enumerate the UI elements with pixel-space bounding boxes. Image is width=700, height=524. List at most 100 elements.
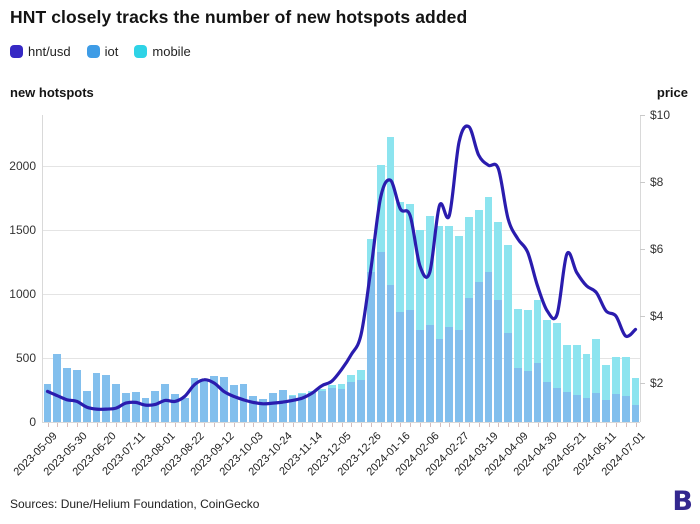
x-axis-tick: [96, 423, 98, 427]
right-axis-tick-label: $2: [650, 376, 664, 390]
bar-iot: [180, 398, 189, 422]
x-axis-tick: [547, 423, 549, 427]
x-axis-tick: [468, 423, 470, 427]
bar-iot: [523, 371, 532, 422]
x-axis-tick: [302, 423, 304, 427]
x-axis-tick: [253, 423, 255, 427]
bar-mobile: [416, 230, 424, 330]
bar-mobile: [318, 388, 326, 392]
bar-mobile: [357, 370, 365, 380]
x-axis-tick: [517, 423, 519, 427]
bar-mobile: [484, 196, 493, 272]
bar-iot: [602, 400, 610, 422]
legend-label: hnt/usd: [28, 44, 71, 59]
x-axis-tick: [135, 423, 137, 427]
bar-iot: [269, 392, 277, 422]
x-axis-tick: [76, 423, 78, 427]
x-axis-tick: [606, 423, 608, 427]
bar-mobile: [543, 319, 552, 382]
x-axis-tick: [370, 423, 372, 427]
bar-iot: [171, 394, 179, 422]
bar-mobile: [612, 357, 620, 394]
iot-swatch-icon: [86, 45, 100, 58]
x-axis-tick: [263, 423, 265, 427]
x-axis-tick: [429, 423, 431, 427]
bar-mobile: [582, 353, 591, 399]
bar-iot: [63, 367, 71, 422]
bar-mobile: [376, 164, 385, 252]
bar-mobile: [347, 374, 356, 383]
left-axis-tick-label: 1000: [9, 287, 36, 301]
bar-iot: [504, 333, 512, 422]
x-axis-tick: [439, 423, 441, 427]
bar-iot: [386, 285, 395, 422]
x-axis-tick: [341, 423, 343, 427]
bar-iot: [367, 271, 375, 422]
x-axis-tick: [165, 423, 167, 427]
bar-mobile: [504, 244, 512, 334]
bar-iot: [73, 370, 81, 422]
bar-mobile: [592, 339, 601, 394]
x-axis-line: [42, 422, 640, 423]
hnt-price-line-svg: [45, 124, 638, 411]
bar-mobile: [602, 365, 610, 401]
gridline: [42, 166, 640, 167]
bar-iot: [112, 383, 120, 422]
legend-label: iot: [104, 44, 119, 59]
bar-iot: [122, 392, 130, 422]
bar-iot: [220, 376, 228, 422]
gridline: [42, 230, 640, 231]
bar-mobile: [337, 384, 346, 390]
x-axis-tick: [635, 423, 637, 427]
right-axis-tick-label: $8: [650, 175, 664, 189]
bar-mobile: [533, 300, 542, 364]
bar-mobile: [455, 236, 463, 330]
right-axis-tick: [640, 383, 645, 384]
bar-iot: [43, 383, 52, 422]
bar-iot: [259, 398, 267, 422]
bar-iot: [249, 396, 258, 422]
bar-mobile: [298, 392, 307, 395]
bar-iot: [347, 382, 356, 422]
x-axis-tick: [272, 423, 274, 427]
right-axis-tick: [640, 115, 645, 116]
bar-iot: [612, 393, 620, 422]
x-axis-tick: [57, 423, 59, 427]
legend-item-iot: iot: [86, 44, 119, 59]
bar-mobile: [553, 322, 561, 389]
x-axis-tick: [312, 423, 314, 427]
x-axis-tick: [586, 423, 588, 427]
right-axis-tick: [640, 182, 645, 183]
bar-mobile: [327, 384, 336, 389]
left-axis-tick-label: 1500: [9, 223, 36, 237]
legend-item-mobile: mobile: [134, 44, 191, 59]
x-axis-tick: [361, 423, 363, 427]
sources-text: Sources: Dune/Helium Foundation, CoinGec…: [10, 497, 260, 511]
bar-iot: [151, 391, 160, 422]
bar-mobile: [621, 356, 630, 397]
plot-area: 0 500 1000 1500 2000 $2 $4 $6 $8 $10 2023-05-09 202…: [9, 108, 670, 478]
bar-iot: [396, 311, 405, 422]
x-axis-tick: [498, 423, 500, 427]
legend: hnt/usd iot mobile: [10, 44, 191, 59]
bar-mobile: [474, 210, 483, 282]
bar-iot: [102, 374, 111, 422]
bar-iot: [465, 298, 473, 422]
bar-iot: [445, 327, 454, 422]
bar-iot: [631, 404, 640, 422]
bar-iot: [92, 372, 101, 422]
x-axis-tick: [214, 423, 216, 427]
bar-iot: [200, 379, 209, 422]
x-axis-tick: [47, 423, 49, 427]
bar-iot: [131, 391, 140, 422]
x-axis-tick: [615, 423, 617, 427]
x-axis-tick: [321, 423, 323, 427]
bar-mobile: [465, 216, 473, 299]
bar-iot: [553, 388, 561, 422]
bar-iot: [563, 391, 571, 422]
x-axis-tick: [86, 423, 88, 427]
x-axis-tick: [243, 423, 245, 427]
x-axis-tick: [125, 423, 127, 427]
gridline: [42, 358, 640, 359]
